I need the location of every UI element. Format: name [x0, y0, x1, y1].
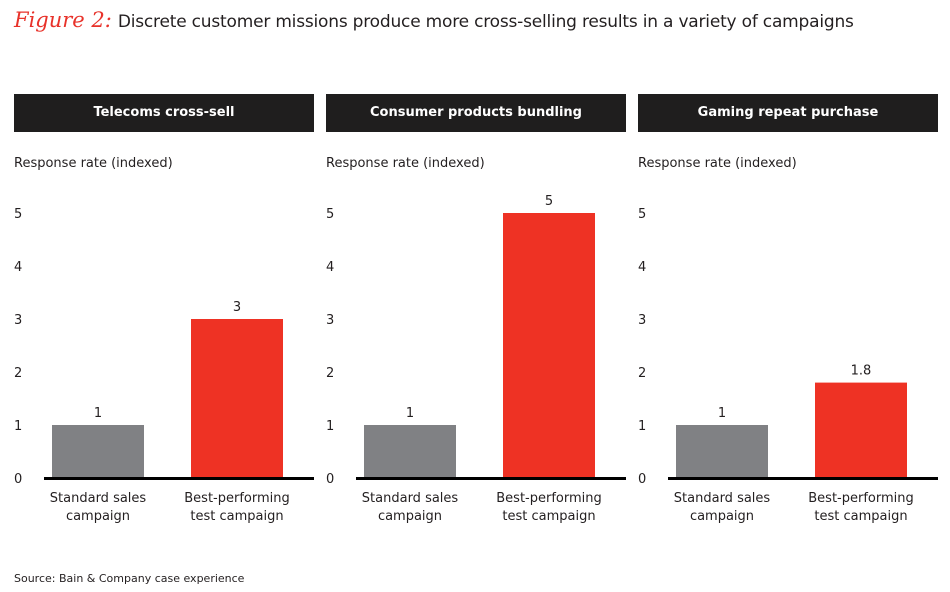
data-label: 1: [406, 406, 414, 421]
y-tick-label: 2: [326, 366, 334, 381]
y-tick-label: 4: [14, 260, 22, 275]
bar-standard: [676, 425, 768, 478]
y-tick-label: 0: [14, 472, 22, 487]
bar-chart-consumer-products: 0 1 2 3 4 5 1 Standard sales campaign 5 Best-perfo…: [326, 194, 626, 524]
x-category-label: Standard sales: [50, 491, 147, 506]
x-category-label: Best-performing: [808, 491, 914, 506]
x-category-label: Standard sales: [362, 491, 459, 506]
data-label: 1: [718, 406, 726, 421]
y-tick-label: 2: [638, 366, 646, 381]
data-label: 1.8: [851, 364, 872, 379]
bar-standard: [364, 425, 456, 478]
x-category-label: test campaign: [190, 509, 283, 524]
x-axis-baseline: [356, 477, 626, 480]
data-label: 3: [233, 300, 241, 315]
y-tick-label: 5: [14, 207, 22, 222]
x-category-label: test campaign: [814, 509, 907, 524]
bar-standard: [52, 425, 144, 478]
x-category-label: campaign: [66, 509, 130, 524]
data-label: 5: [545, 194, 553, 209]
y-tick-label: 2: [14, 366, 22, 381]
panel-header: Telecoms cross-sell: [14, 94, 314, 132]
panel-gaming: Gaming repeat purchase Response rate (in…: [638, 94, 938, 534]
x-category-label: campaign: [690, 509, 754, 524]
bar-best: [815, 382, 907, 478]
y-tick-label: 5: [638, 207, 646, 222]
x-category-label: Best-performing: [184, 491, 290, 506]
bar-chart-telecoms: 0 1 2 3 4 5 1 Standard sales campaign 3 Best-perfo…: [14, 207, 314, 524]
x-category-label: test campaign: [502, 509, 595, 524]
panel-header: Gaming repeat purchase: [638, 94, 938, 132]
figure-label: Figure 2:: [14, 8, 112, 32]
y-tick-label: 0: [326, 472, 334, 487]
x-axis-baseline: [44, 477, 314, 480]
data-label: 1: [94, 406, 102, 421]
y-tick-label: 3: [326, 313, 334, 328]
figure-title: Figure 2: Discrete customer missions prod…: [14, 8, 854, 32]
bar-chart-gaming: 0 1 2 3 4 5 1 Standard sales campaign 1.8 Best-per…: [638, 207, 938, 524]
source-note: Source: Bain & Company case experience: [14, 572, 245, 585]
y-tick-label: 1: [14, 419, 22, 434]
y-axis-label: Response rate (indexed): [326, 156, 485, 171]
bar-best: [503, 213, 595, 478]
x-axis-baseline: [668, 477, 938, 480]
y-axis-label: Response rate (indexed): [638, 156, 797, 171]
x-category-label: Best-performing: [496, 491, 602, 506]
y-tick-label: 1: [326, 419, 334, 434]
y-tick-label: 4: [326, 260, 334, 275]
x-category-label: campaign: [378, 509, 442, 524]
y-tick-label: 5: [326, 207, 334, 222]
y-tick-label: 4: [638, 260, 646, 275]
y-tick-label: 3: [638, 313, 646, 328]
panel-header: Consumer products bundling: [326, 94, 626, 132]
y-tick-label: 3: [14, 313, 22, 328]
x-category-label: Standard sales: [674, 491, 771, 506]
panel-telecoms: Telecoms cross-sell Response rate (index…: [14, 94, 314, 534]
y-tick-label: 0: [638, 472, 646, 487]
y-tick-label: 1: [638, 419, 646, 434]
y-axis-label: Response rate (indexed): [14, 156, 173, 171]
bar-best: [191, 319, 283, 478]
figure-title-text: Discrete customer missions produce more …: [117, 12, 854, 32]
panel-consumer-products: Consumer products bundling Response rate…: [326, 94, 626, 534]
